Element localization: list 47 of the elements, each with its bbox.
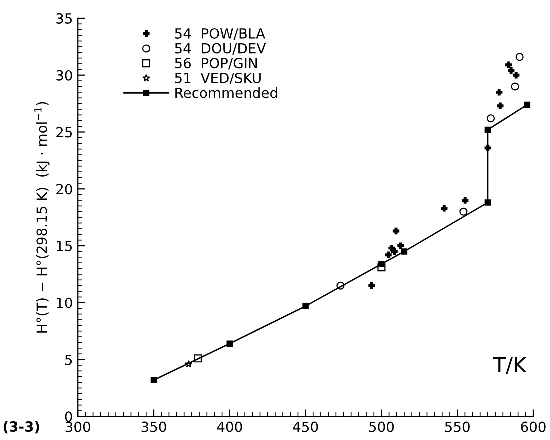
point [460,208,468,216]
point [401,248,408,255]
y-tick-label: 10 [57,298,72,308]
text: (3-3) [4,421,40,434]
legend-label: 54 POW/BLA [175,28,266,40]
point [392,228,400,235]
point [378,261,385,268]
y-axis-title: H°(T) − H°(298.15 K) (kJ · mol$^{−1}$) [34,102,50,333]
x-axis-title: T/K [493,357,528,374]
y-tick-label: 5 [65,354,72,366]
y-tick-label: 0 [65,412,72,422]
x-tick-label: 350 [142,422,166,432]
point [524,102,531,108]
point [484,126,492,134]
point [496,89,503,96]
legend-label: 54 DOU/DEV [175,43,266,55]
y-tick-label: 15 [57,241,72,252]
y-tick-label: 20 [56,184,72,195]
point [368,282,376,290]
point [513,72,520,79]
point [497,102,504,110]
point [385,252,392,258]
point [508,67,515,74]
point [391,248,398,256]
x-tick-label: 400 [217,422,242,432]
legend-label: 51 VED/SKU [175,72,261,85]
x-tick-label: 300 [66,422,90,432]
x-tick-label: 450 [293,422,318,432]
x-tick-label: 600 [521,422,546,432]
y-tick-label: 35 [56,13,72,24]
point [505,62,512,68]
legend-label: Recommended [176,88,278,98]
point [462,197,469,204]
point [398,242,404,250]
point [486,114,496,123]
point [302,303,309,310]
legend-label: 56 POP/GIN [175,58,258,70]
point [516,53,524,62]
point [484,200,492,206]
y-tick-label: 30 [56,70,72,81]
point [226,340,234,347]
point [150,377,158,384]
point [511,82,520,91]
x-tick-label: 550 [445,422,470,432]
y-tick-label: 25 [56,127,72,138]
point [441,205,448,212]
x-tick-label: 500 [370,422,394,432]
